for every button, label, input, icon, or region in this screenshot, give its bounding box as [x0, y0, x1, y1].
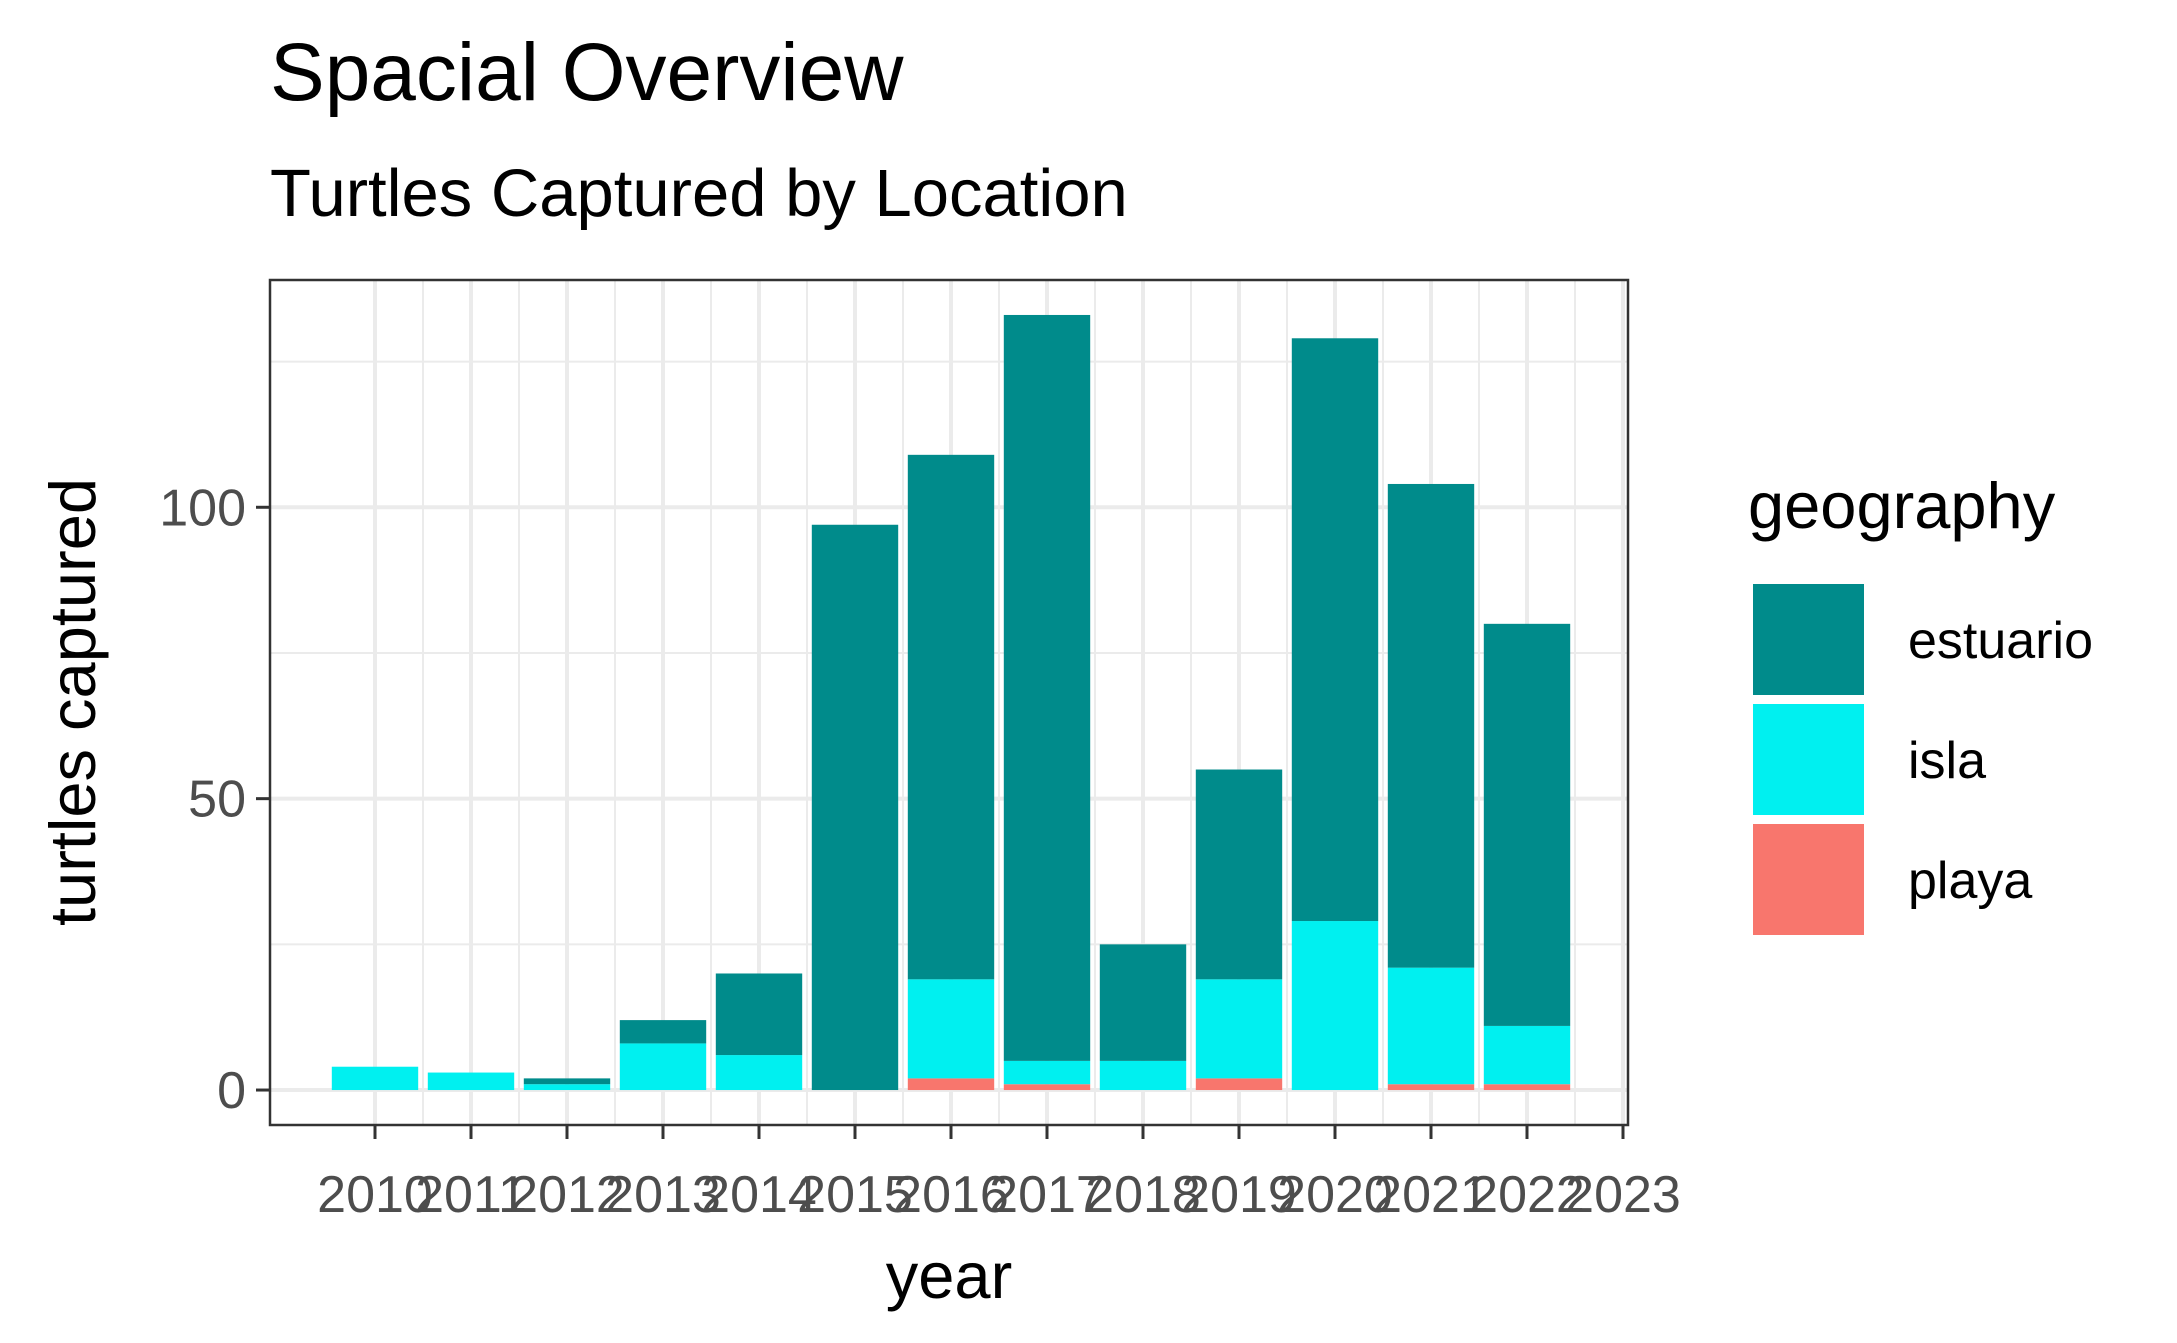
- bar-isla-2019: [1195, 979, 1283, 1079]
- y-axis: 0 50 100: [159, 479, 270, 1120]
- legend-label-playa: playa: [1908, 852, 2032, 910]
- y-tick-label: 100: [159, 479, 246, 537]
- x-tick-label: 2017: [989, 1166, 1105, 1224]
- bar-isla-2010: [331, 1066, 419, 1091]
- x-tick-label: 2023: [1565, 1166, 1681, 1224]
- plot-panel: [268, 278, 1630, 1127]
- bar-estuario-2022: [1483, 623, 1571, 1026]
- bar-isla-2016: [907, 979, 995, 1079]
- legend-items: estuario isla playa: [1753, 584, 2093, 935]
- bar-isla-2012: [523, 1084, 611, 1091]
- bar-playa-2019: [1195, 1078, 1283, 1091]
- x-axis-title: year: [886, 1239, 1012, 1312]
- bar-isla-2022: [1483, 1025, 1571, 1085]
- y-axis-title: turtles captured: [36, 478, 109, 926]
- chart-title: Spacial Overview: [270, 27, 904, 118]
- bar-estuario-2014: [715, 973, 803, 1056]
- bar-isla-2013: [619, 1043, 707, 1091]
- legend-label-isla: isla: [1908, 732, 1986, 790]
- plot-border: [268, 278, 1630, 1127]
- bar-isla-2021: [1387, 967, 1475, 1085]
- bar-estuario-2017: [1003, 314, 1091, 1061]
- bar-isla-2011: [427, 1072, 515, 1091]
- bar-estuario-2018: [1099, 944, 1187, 1061]
- y-tick-label: 0: [217, 1062, 246, 1120]
- x-tick-label: 2012: [509, 1166, 625, 1224]
- bar-estuario-2013: [619, 1020, 707, 1044]
- x-tick-label: 2022: [1469, 1166, 1585, 1224]
- x-axis: 2010201120122013201420152016201720182019…: [317, 1125, 1681, 1224]
- x-tick-label: 2013: [605, 1166, 721, 1224]
- bar-isla-2014: [715, 1055, 803, 1091]
- legend-key-playa: [1753, 824, 1864, 935]
- x-tick-label: 2014: [701, 1166, 817, 1224]
- x-tick-label: 2018: [1085, 1166, 1201, 1224]
- bars: [331, 314, 1571, 1091]
- x-tick-label: 2021: [1373, 1166, 1489, 1224]
- bar-playa-2017: [1003, 1084, 1091, 1091]
- bar-playa-2022: [1483, 1084, 1571, 1091]
- bar-estuario-2012: [523, 1078, 611, 1085]
- legend-title: geography: [1748, 469, 2056, 542]
- legend-label-estuario: estuario: [1908, 612, 2093, 670]
- bar-estuario-2021: [1387, 483, 1475, 968]
- bar-isla-2018: [1099, 1060, 1187, 1091]
- x-tick-label: 2016: [893, 1166, 1009, 1224]
- legend-key-isla: [1753, 704, 1864, 815]
- bar-estuario-2020: [1291, 338, 1379, 922]
- legend: geography estuario isla playa: [1748, 469, 2093, 935]
- bar-playa-2021: [1387, 1084, 1475, 1091]
- x-tick-label: 2015: [797, 1166, 913, 1224]
- x-tick-label: 2010: [317, 1166, 433, 1224]
- legend-key-estuario: [1753, 584, 1864, 695]
- x-tick-label: 2020: [1277, 1166, 1393, 1224]
- bar-isla-2020: [1291, 921, 1379, 1091]
- bar-estuario-2019: [1195, 769, 1283, 980]
- chart-subtitle: Turtles Captured by Location: [270, 156, 1128, 231]
- bar-playa-2016: [907, 1078, 995, 1091]
- x-tick-label: 2011: [415, 1166, 527, 1224]
- y-tick-label: 50: [188, 771, 246, 829]
- bar-estuario-2015: [811, 524, 899, 1091]
- x-tick-label: 2019: [1181, 1166, 1297, 1224]
- bar-estuario-2016: [907, 454, 995, 980]
- bar-isla-2017: [1003, 1060, 1091, 1085]
